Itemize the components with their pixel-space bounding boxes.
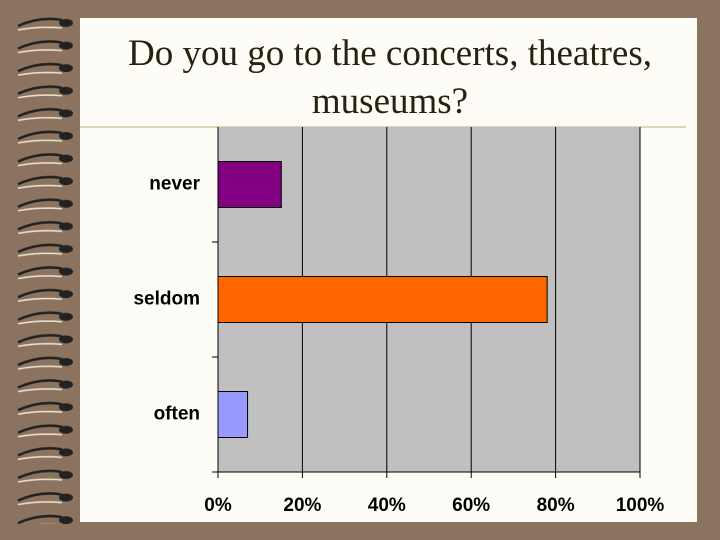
x-tick-label: 100% — [616, 495, 665, 516]
bar — [217, 391, 249, 438]
chart-title: Do you go to the concerts, theatres, mus… — [127, 33, 653, 122]
bar — [217, 276, 548, 323]
x-tick-label: 0% — [204, 495, 232, 516]
x-tick-label: 80% — [537, 495, 575, 516]
y-tick-label: never — [149, 174, 200, 195]
bar — [217, 161, 282, 208]
x-tick-label: 40% — [368, 495, 406, 516]
x-tick-label: 20% — [283, 495, 321, 516]
spiral-binding — [10, 14, 80, 524]
y-tick-label: often — [154, 404, 200, 425]
x-tick-label: 60% — [452, 495, 490, 516]
y-tick-label: seldom — [133, 289, 200, 310]
